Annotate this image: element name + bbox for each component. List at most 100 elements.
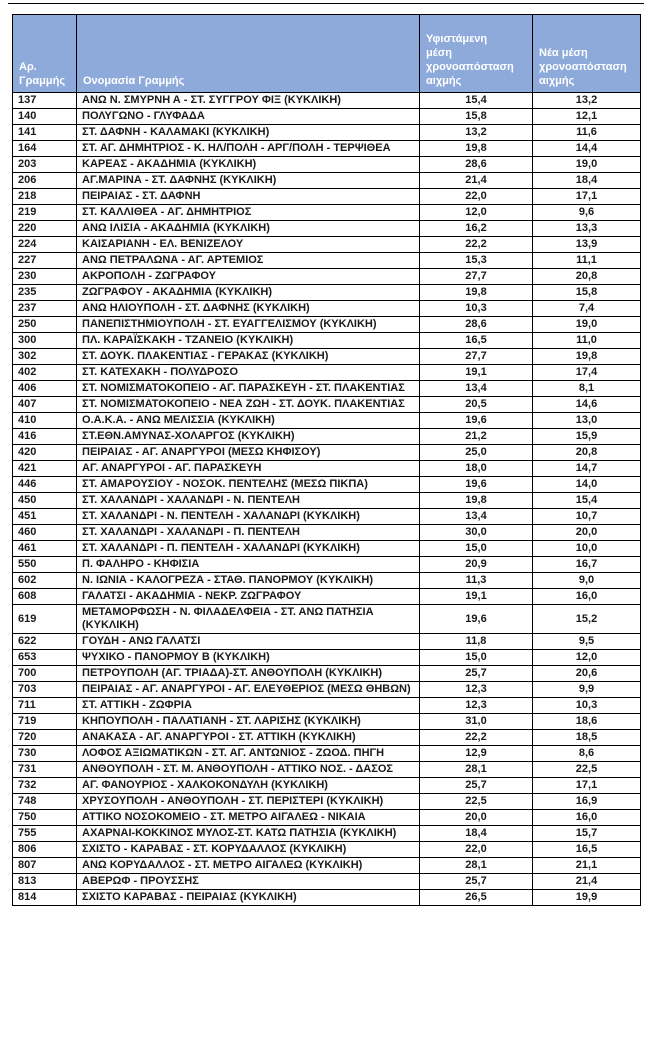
line-number-cell: 416: [12, 428, 77, 445]
new-headway-cell: 18,5: [532, 729, 641, 746]
line-number-cell: 446: [12, 476, 77, 493]
table-row: 218 ΠΕΙΡΑΙΑΣ - ΣΤ. ΔΑΦΝΗ 22,0 17,1: [12, 188, 641, 205]
line-number-cell: 731: [12, 761, 77, 778]
col-header-line-number: Αρ. Γραμμής: [12, 14, 77, 93]
existing-headway-cell: 22,0: [419, 841, 533, 858]
table-row: 450 ΣΤ. ΧΑΛΑΝΔΡΙ - ΧΑΛΑΝΔΡΙ - Ν. ΠΕΝΤΕΛΗ…: [12, 492, 641, 509]
table-row: 300 ΠΛ. ΚΑΡΑΪΣΚΑΚΗ - ΤΖΑΝΕΙΟ (ΚΥΚΛΙΚΗ) 1…: [12, 332, 641, 349]
table-row: 807 ΑΝΩ ΚΟΡΥΔΑΛΛΟΣ - ΣΤ. ΜΕΤΡΟ ΑΙΓΑΛΕΩ (…: [12, 857, 641, 874]
line-number-cell: 750: [12, 809, 77, 826]
line-number-cell: 814: [12, 889, 77, 906]
new-headway-cell: 21,1: [532, 857, 641, 874]
table-row: 750 ΑΤΤΙΚΟ ΝΟΣΟΚΟΜΕΙΟ - ΣΤ. ΜΕΤΡΟ ΑΙΓΑΛΕ…: [12, 809, 641, 826]
table-row: 806 ΣΧΙΣΤΟ - ΚΑΡΑΒΑΣ - ΣΤ. ΚΟΡΥΔΑΛΛΟΣ (Κ…: [12, 841, 641, 858]
existing-headway-cell: 15,8: [419, 108, 533, 125]
existing-headway-cell: 18,4: [419, 825, 533, 842]
new-headway-cell: 14,0: [532, 476, 641, 493]
line-number-cell: 137: [12, 92, 77, 109]
existing-headway-cell: 15,0: [419, 540, 533, 557]
table-row: 451 ΣΤ. ΧΑΛΑΝΔΡΙ - Ν. ΠΕΝΤΕΛΗ - ΧΑΛΑΝΔΡΙ…: [12, 508, 641, 525]
line-name-cell: ΣΤ. ΧΑΛΑΝΔΡΙ - ΧΑΛΑΝΔΡΙ - Π. ΠΕΝΤΕΛΗ: [76, 524, 420, 541]
existing-headway-cell: 25,7: [419, 873, 533, 890]
line-number-cell: 164: [12, 140, 77, 157]
line-number-cell: 230: [12, 268, 77, 285]
new-headway-cell: 12,0: [532, 649, 641, 666]
line-number-cell: 602: [12, 572, 77, 589]
line-number-cell: 450: [12, 492, 77, 509]
line-name-cell: ΠΕΙΡΑΙΑΣ - ΑΓ. ΑΝΑΡΓΥΡΟΙ - ΑΓ. ΕΛΕΥΘΕΡΙΟ…: [76, 681, 420, 698]
table-row: 730 ΛΟΦΟΣ ΑΞΙΩΜΑΤΙΚΩΝ - ΣΤ. ΑΓ. ΑΝΤΩΝΙΟΣ…: [12, 745, 641, 762]
table-row: 416 ΣΤ.ΕΘΝ.ΑΜΥΝΑΣ-ΧΟΛΑΡΓΟΣ (ΚΥΚΛΙΚΗ) 21,…: [12, 428, 641, 445]
line-name-cell: ΑΓ. ΦΑΝΟΥΡΙΟΣ - ΧΑΛΚΟΚΟΝΔΥΛΗ (ΚΥΚΛΙΚΗ): [76, 777, 420, 794]
new-headway-cell: 16,5: [532, 841, 641, 858]
line-name-cell: ΑΧΑΡΝΑΙ-ΚΟΚΚΙΝΟΣ ΜΥΛΟΣ-ΣΤ. ΚΑΤΩ ΠΑΤΗΣΙΑ …: [76, 825, 420, 842]
existing-headway-cell: 22,0: [419, 188, 533, 205]
line-name-cell: ΖΩΓΡΑΦΟΥ - ΑΚΑΔΗΜΙΑ (ΚΥΚΛΙΚΗ): [76, 284, 420, 301]
existing-headway-cell: 28,1: [419, 761, 533, 778]
existing-headway-cell: 13,4: [419, 380, 533, 397]
new-headway-cell: 17,1: [532, 777, 641, 794]
new-headway-cell: 22,5: [532, 761, 641, 778]
existing-headway-cell: 18,0: [419, 460, 533, 477]
existing-headway-cell: 20,9: [419, 556, 533, 573]
line-number-cell: 719: [12, 713, 77, 730]
new-headway-cell: 17,1: [532, 188, 641, 205]
line-number-cell: 730: [12, 745, 77, 762]
line-number-cell: 227: [12, 252, 77, 269]
new-headway-cell: 15,8: [532, 284, 641, 301]
new-headway-cell: 14,6: [532, 396, 641, 413]
existing-headway-cell: 30,0: [419, 524, 533, 541]
new-headway-cell: 9,6: [532, 204, 641, 221]
table-row: 402 ΣΤ. ΚΑΤΕΧΑΚΗ - ΠΟΛΥΔΡΟΣΟ 19,1 17,4: [12, 364, 641, 381]
line-number-cell: 700: [12, 665, 77, 682]
existing-headway-cell: 11,8: [419, 633, 533, 650]
line-name-cell: ΠΕΤΡΟΥΠΟΛΗ (ΑΓ. ΤΡΙΑΔΑ)-ΣΤ. ΑΝΘΟΥΠΟΛΗ (Κ…: [76, 665, 420, 682]
line-number-cell: 807: [12, 857, 77, 874]
line-number-cell: 451: [12, 508, 77, 525]
line-number-cell: 300: [12, 332, 77, 349]
table-row: 619 ΜΕΤΑΜΟΡΦΩΣΗ - Ν. ΦΙΛΑΔΕΛΦΕΙΑ - ΣΤ. Α…: [12, 604, 641, 634]
new-headway-cell: 9,0: [532, 572, 641, 589]
existing-headway-cell: 27,7: [419, 268, 533, 285]
line-number-cell: 732: [12, 777, 77, 794]
line-number-cell: 220: [12, 220, 77, 237]
new-headway-cell: 20,0: [532, 524, 641, 541]
line-number-cell: 140: [12, 108, 77, 125]
existing-headway-cell: 21,4: [419, 172, 533, 189]
line-name-cell: ΣΧΙΣΤΟ ΚΑΡΑΒΑΣ - ΠΕΙΡΑΙΑΣ (ΚΥΚΛΙΚΗ): [76, 889, 420, 906]
line-name-cell: ΣΧΙΣΤΟ - ΚΑΡΑΒΑΣ - ΣΤ. ΚΟΡΥΔΑΛΛΟΣ (ΚΥΚΛΙ…: [76, 841, 420, 858]
table-row: 719 ΚΗΠΟΥΠΟΛΗ - ΠΑΛΑΤΙΑΝΗ - ΣΤ. ΛΑΡΙΣΗΣ …: [12, 713, 641, 730]
table-row: 703 ΠΕΙΡΑΙΑΣ - ΑΓ. ΑΝΑΡΓΥΡΟΙ - ΑΓ. ΕΛΕΥΘ…: [12, 681, 641, 698]
table-row: 732 ΑΓ. ΦΑΝΟΥΡΙΟΣ - ΧΑΛΚΟΚΟΝΔΥΛΗ (ΚΥΚΛΙΚ…: [12, 777, 641, 794]
line-name-cell: ΜΕΤΑΜΟΡΦΩΣΗ - Ν. ΦΙΛΑΔΕΛΦΕΙΑ - ΣΤ. ΑΝΩ Π…: [76, 604, 420, 634]
existing-headway-cell: 16,5: [419, 332, 533, 349]
line-number-cell: 619: [12, 604, 77, 634]
line-name-cell: ΣΤ. ΑΓ. ΔΗΜΗΤΡΙΟΣ - Κ. ΗΛ/ΠΟΛΗ - ΑΡΓ/ΠΟΛ…: [76, 140, 420, 157]
existing-headway-cell: 28,1: [419, 857, 533, 874]
existing-headway-cell: 19,1: [419, 588, 533, 605]
line-name-cell: ΣΤ. ΚΑΛΛΙΘΕΑ - ΑΓ. ΔΗΜΗΤΡΙΟΣ: [76, 204, 420, 221]
new-headway-cell: 11,6: [532, 124, 641, 141]
existing-headway-cell: 19,8: [419, 492, 533, 509]
existing-headway-cell: 11,3: [419, 572, 533, 589]
top-rule: [8, 3, 644, 4]
existing-headway-cell: 21,2: [419, 428, 533, 445]
line-name-cell: ΣΤ.ΕΘΝ.ΑΜΥΝΑΣ-ΧΟΛΑΡΓΟΣ (ΚΥΚΛΙΚΗ): [76, 428, 420, 445]
line-name-cell: ΚΑΡΕΑΣ - ΑΚΑΔΗΜΙΑ (ΚΥΚΛΙΚΗ): [76, 156, 420, 173]
new-headway-cell: 7,4: [532, 300, 641, 317]
line-number-cell: 407: [12, 396, 77, 413]
new-headway-cell: 10,3: [532, 697, 641, 714]
existing-headway-cell: 13,4: [419, 508, 533, 525]
line-number-cell: 203: [12, 156, 77, 173]
line-name-cell: ΚΑΙΣΑΡΙΑΝΗ - ΕΛ. ΒΕΝΙΖΕΛΟΥ: [76, 236, 420, 253]
new-headway-cell: 19,0: [532, 156, 641, 173]
new-headway-cell: 20,8: [532, 444, 641, 461]
line-number-cell: 224: [12, 236, 77, 253]
table-row: 420 ΠΕΙΡΑΙΑΣ - ΑΓ. ΑΝΑΡΓΥΡΟΙ (ΜΕΣΩ ΚΗΦΙΣ…: [12, 444, 641, 461]
new-headway-cell: 19,8: [532, 348, 641, 365]
new-headway-cell: 18,6: [532, 713, 641, 730]
line-name-cell: ΣΤ. ΝΟΜΙΣΜΑΤΟΚΟΠΕΙΟ - ΝΕΑ ΖΩΗ - ΣΤ. ΔΟΥΚ…: [76, 396, 420, 413]
line-name-cell: Π. ΦΑΛΗΡΟ - ΚΗΦΙΣΙΑ: [76, 556, 420, 573]
table-row: 410 Ο.Α.Κ.Α. - ΑΝΩ ΜΕΛΙΣΣΙΑ (ΚΥΚΛΙΚΗ) 19…: [12, 412, 641, 429]
existing-headway-cell: 15,3: [419, 252, 533, 269]
